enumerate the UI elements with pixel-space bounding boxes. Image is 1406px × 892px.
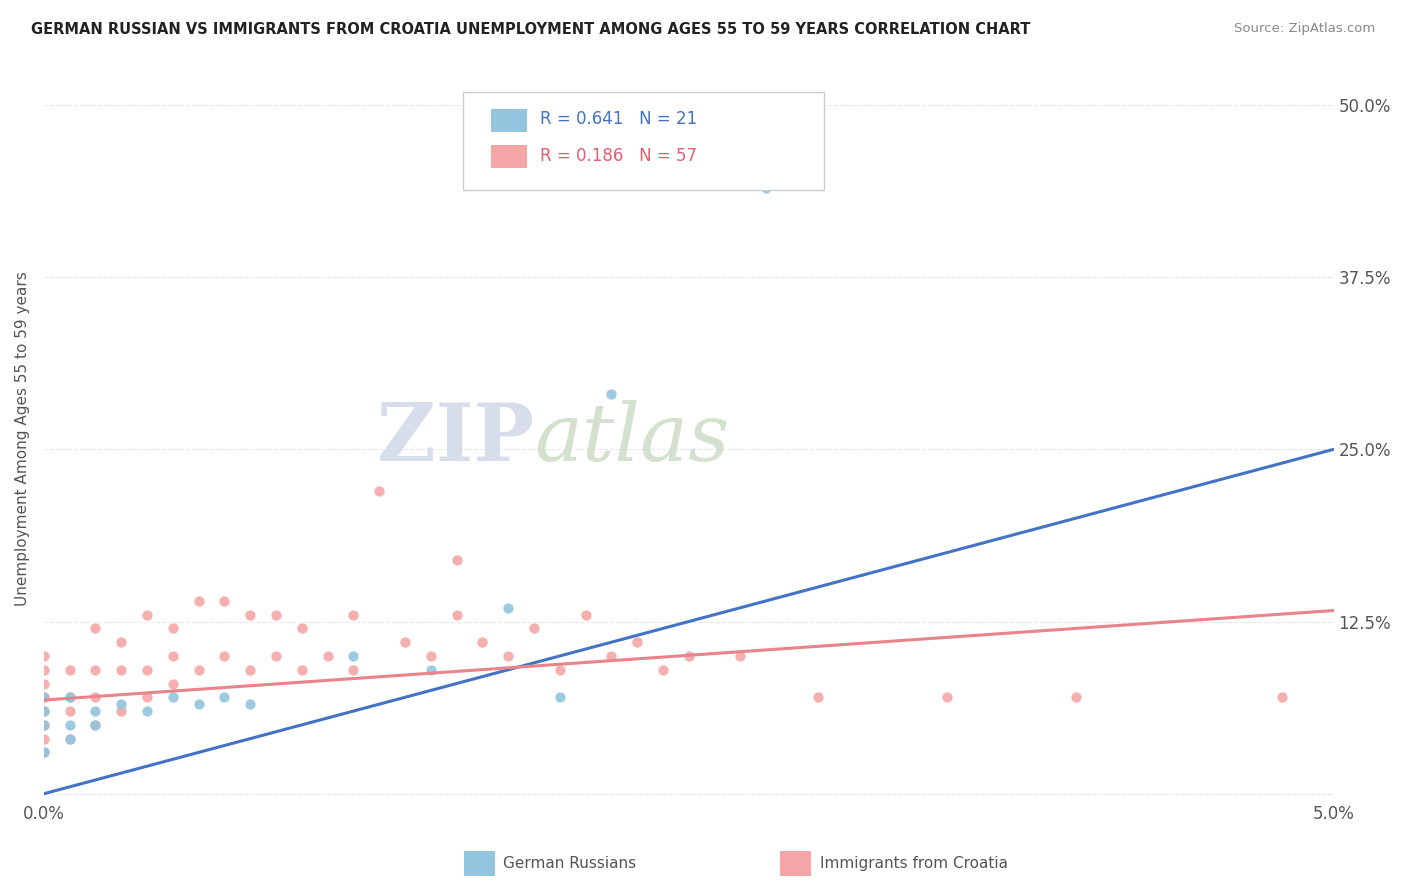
Point <box>32 663 55 677</box>
Point <box>342 663 364 677</box>
Point <box>32 704 55 718</box>
Point <box>84 690 107 705</box>
Point <box>110 704 132 718</box>
Point <box>32 746 55 760</box>
Point <box>342 648 364 663</box>
Point <box>187 594 209 608</box>
Point <box>807 690 830 705</box>
Point <box>136 663 159 677</box>
Point <box>523 622 546 636</box>
Point <box>162 622 184 636</box>
Point <box>342 607 364 622</box>
Point <box>59 690 82 705</box>
Point <box>419 648 441 663</box>
Point <box>678 648 700 663</box>
Point <box>59 690 82 705</box>
Point <box>59 704 82 718</box>
Point <box>84 704 107 718</box>
Point <box>110 635 132 649</box>
Point <box>419 663 441 677</box>
Point <box>84 663 107 677</box>
Point <box>32 718 55 732</box>
Point <box>446 552 468 566</box>
Point <box>214 594 236 608</box>
Point <box>110 697 132 711</box>
Point <box>59 718 82 732</box>
Point <box>496 648 519 663</box>
Point <box>471 635 494 649</box>
Point <box>316 648 339 663</box>
Point <box>574 607 596 622</box>
Point <box>264 648 287 663</box>
Point <box>239 607 262 622</box>
Point <box>187 663 209 677</box>
Y-axis label: Unemployment Among Ages 55 to 59 years: Unemployment Among Ages 55 to 59 years <box>15 272 30 607</box>
Point <box>755 180 778 194</box>
Point <box>32 746 55 760</box>
Text: Source: ZipAtlas.com: Source: ZipAtlas.com <box>1234 22 1375 36</box>
Point <box>59 731 82 746</box>
Point <box>291 622 314 636</box>
Point <box>59 731 82 746</box>
FancyBboxPatch shape <box>491 109 527 132</box>
Text: ZIP: ZIP <box>377 400 534 478</box>
Point <box>730 648 752 663</box>
Point <box>110 663 132 677</box>
Point <box>136 690 159 705</box>
Point <box>32 718 55 732</box>
Point <box>84 718 107 732</box>
Point <box>32 731 55 746</box>
Point <box>59 663 82 677</box>
Text: R = 0.641   N = 21: R = 0.641 N = 21 <box>540 111 697 128</box>
Point <box>187 697 209 711</box>
Point <box>239 663 262 677</box>
Point <box>84 622 107 636</box>
Point <box>214 690 236 705</box>
Point <box>32 704 55 718</box>
Text: atlas: atlas <box>534 401 730 478</box>
Point <box>600 648 623 663</box>
Point <box>600 387 623 401</box>
Point <box>368 483 391 498</box>
Point <box>651 663 673 677</box>
Point <box>264 607 287 622</box>
Point <box>548 663 571 677</box>
Text: German Russians: German Russians <box>503 856 637 871</box>
Point <box>1064 690 1087 705</box>
Point <box>32 690 55 705</box>
Point <box>162 648 184 663</box>
Point <box>291 663 314 677</box>
Point <box>496 600 519 615</box>
Text: R = 0.186   N = 57: R = 0.186 N = 57 <box>540 146 697 164</box>
Point <box>32 676 55 690</box>
Point <box>935 690 957 705</box>
Point <box>162 690 184 705</box>
Point <box>32 648 55 663</box>
Point <box>626 635 648 649</box>
Text: GERMAN RUSSIAN VS IMMIGRANTS FROM CROATIA UNEMPLOYMENT AMONG AGES 55 TO 59 YEARS: GERMAN RUSSIAN VS IMMIGRANTS FROM CROATI… <box>31 22 1031 37</box>
Point <box>446 607 468 622</box>
Point <box>84 718 107 732</box>
FancyBboxPatch shape <box>463 92 824 189</box>
FancyBboxPatch shape <box>491 145 527 168</box>
Point <box>239 697 262 711</box>
Point <box>136 704 159 718</box>
Point <box>394 635 416 649</box>
Point <box>136 607 159 622</box>
Point <box>1271 690 1294 705</box>
Text: Immigrants from Croatia: Immigrants from Croatia <box>820 856 1008 871</box>
Point <box>548 690 571 705</box>
Point <box>214 648 236 663</box>
Point <box>32 690 55 705</box>
Point <box>162 676 184 690</box>
